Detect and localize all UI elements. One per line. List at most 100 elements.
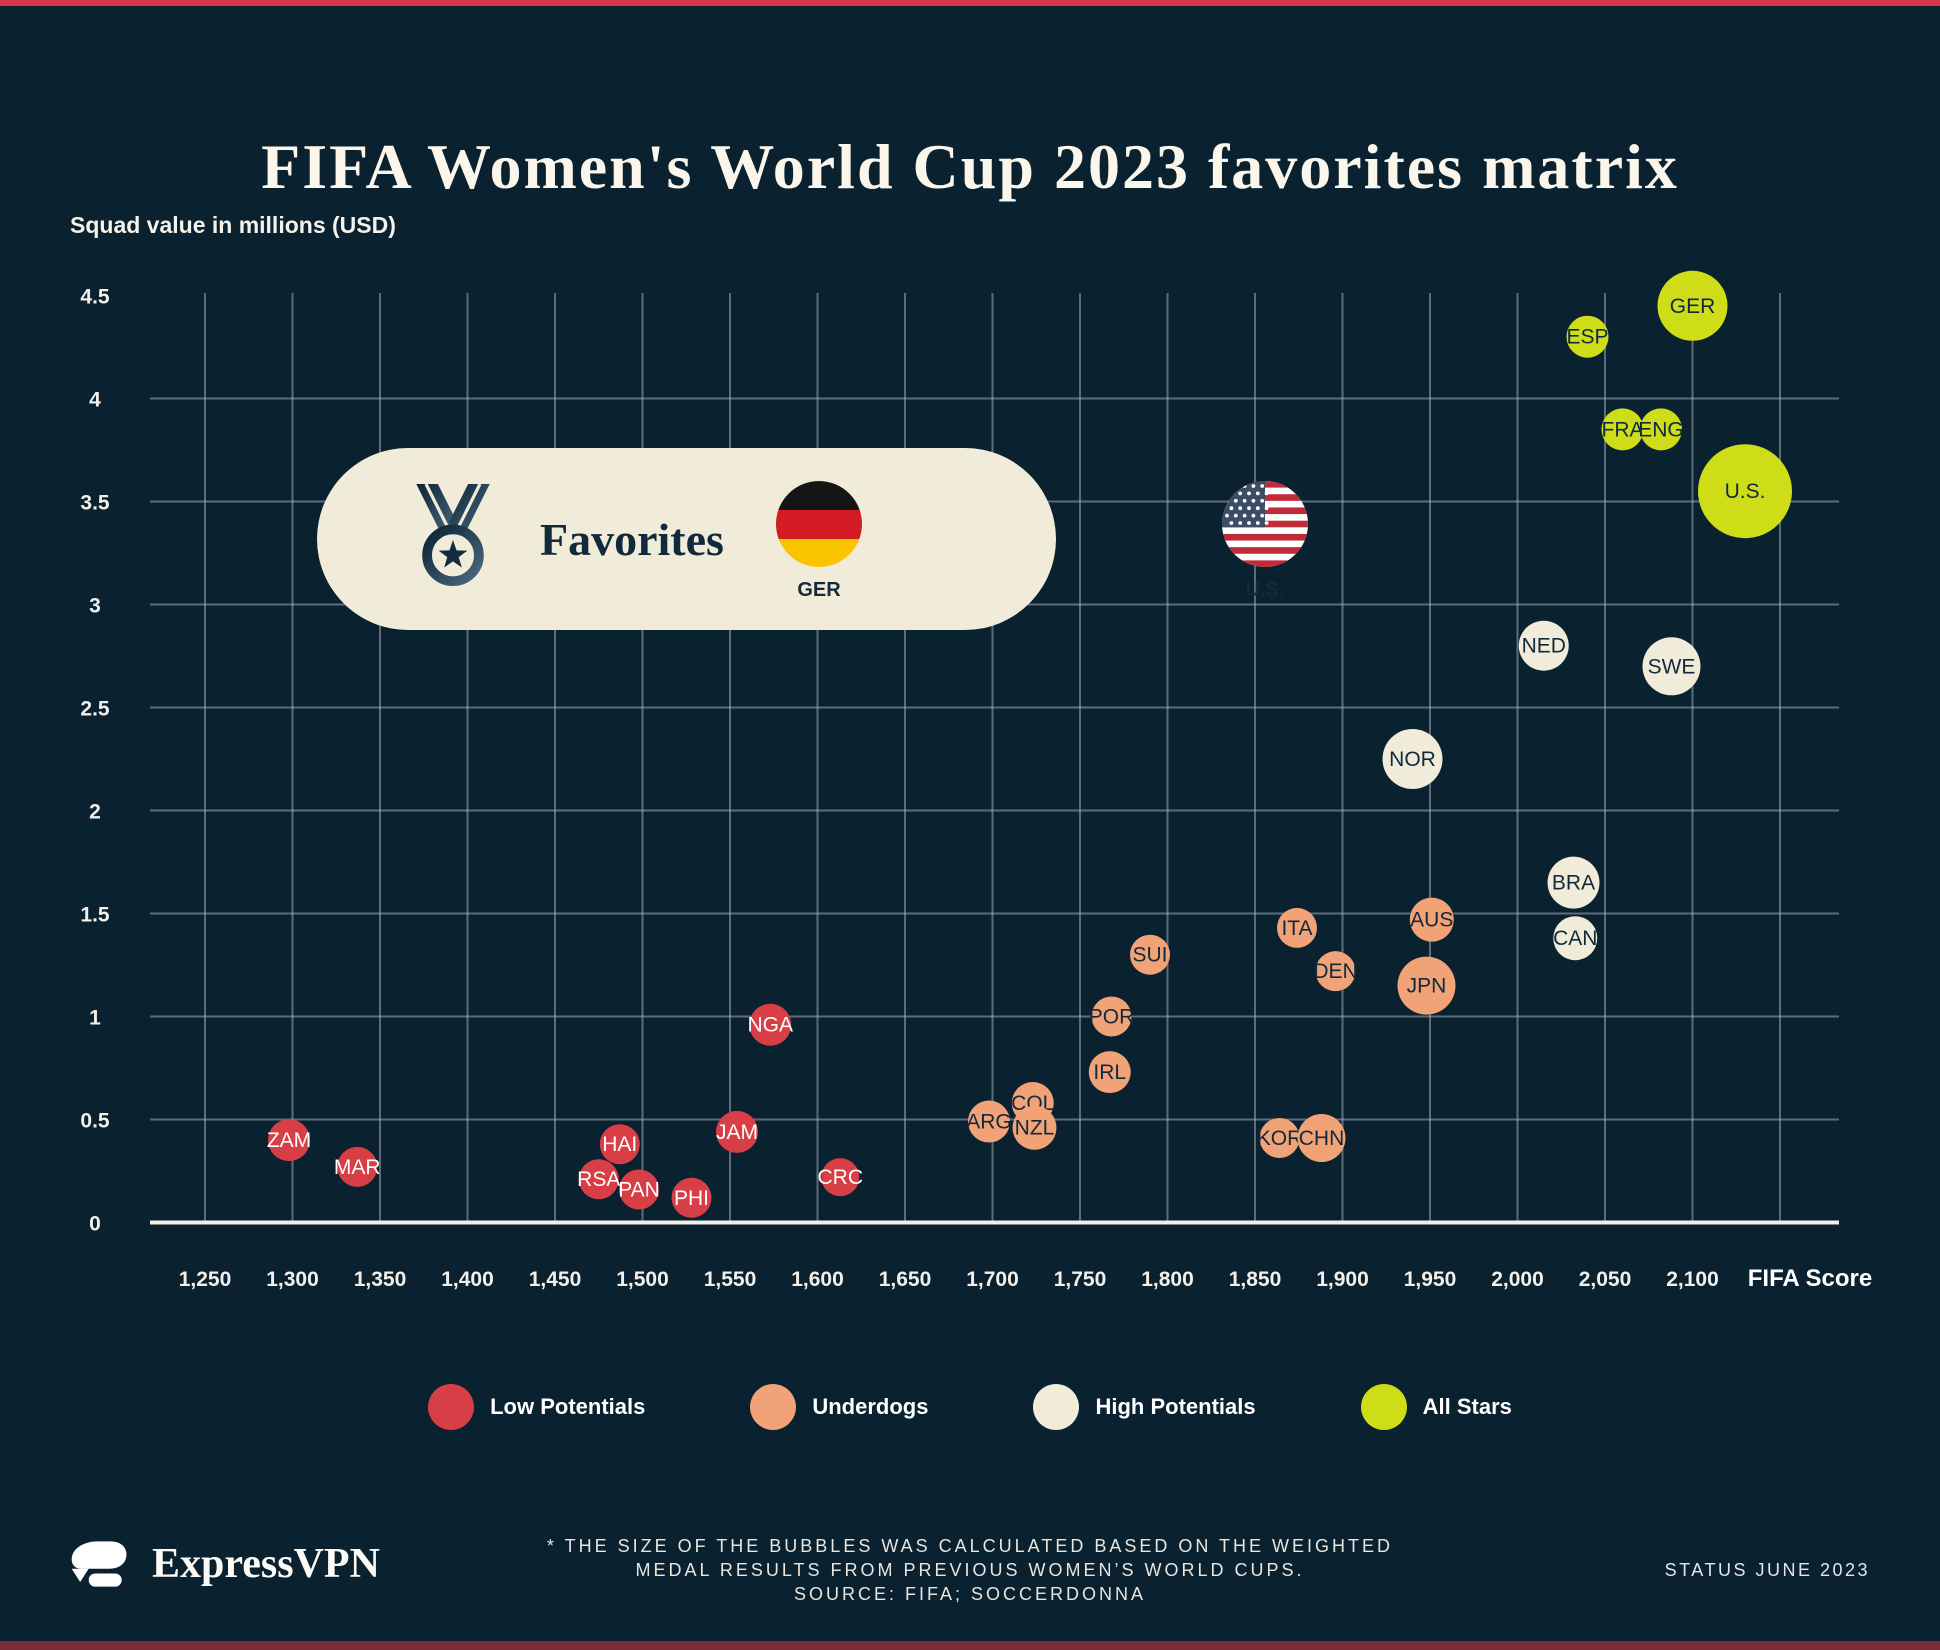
bubble-swe — [1642, 637, 1701, 696]
bubble-label-aus: AUS — [1410, 909, 1453, 932]
legend-label-all-stars: All Stars — [1422, 1394, 1512, 1419]
bubble-label-bra: BRA — [1552, 872, 1595, 895]
footnote: * THE SIZE OF THE BUBBLES WAS CALCULATED… — [546, 1536, 1394, 1604]
bubble-jpn — [1397, 956, 1456, 1015]
bubble-crc — [821, 1158, 860, 1197]
bubble-label-irl: IRL — [1093, 1061, 1126, 1084]
bubble-label-ned: NED — [1522, 635, 1566, 658]
bubble-label-can: CAN — [1553, 927, 1597, 950]
x-tick-label: 1,750 — [1054, 1268, 1107, 1291]
x-tick-label: 1,850 — [1229, 1268, 1282, 1291]
bubble-irl — [1088, 1051, 1131, 1094]
bubble-nor — [1382, 729, 1443, 789]
x-tick-label: 1,650 — [879, 1268, 932, 1291]
bubble-jam — [716, 1110, 758, 1153]
x-tick-label: 2,000 — [1491, 1268, 1544, 1291]
bubble-nga — [749, 1003, 792, 1046]
bubble-sui — [1130, 934, 1170, 975]
flag-code-us: U.S. — [1245, 579, 1285, 601]
legend-label-high-potentials: High Potentials — [1095, 1394, 1256, 1419]
brand-lockup: ExpressVPN — [66, 1528, 380, 1600]
bubble-eng — [1640, 408, 1682, 451]
page-title: FIFA Women's World Cup 2023 favorites ma… — [261, 130, 1679, 202]
bubble-pan — [619, 1169, 659, 1210]
legend-swatch-low-potentials — [428, 1384, 475, 1430]
x-tick-label: 1,350 — [354, 1268, 407, 1291]
top-accent-bar — [0, 0, 1940, 6]
bubble-por — [1091, 996, 1132, 1037]
bubble-label-esp: ESP — [1566, 326, 1608, 349]
bubble-mar — [337, 1146, 378, 1187]
y-tick-label: 2.5 — [80, 698, 110, 721]
x-tick-label: 1,300 — [266, 1268, 319, 1291]
legend-item-all-stars: All Stars — [1360, 1384, 1512, 1430]
bubble-label-arg: ARG — [966, 1111, 1012, 1134]
bubble-label-chn: CHN — [1299, 1127, 1345, 1150]
legend-label-underdogs: Underdogs — [812, 1394, 929, 1419]
x-tick-label: 1,900 — [1316, 1268, 1369, 1291]
y-tick-label: 2 — [89, 801, 101, 824]
x-tick-label: 1,550 — [704, 1268, 757, 1291]
bubble-label-us: U.S. — [1725, 480, 1766, 503]
x-axis-title: FIFA Score — [1748, 1265, 1872, 1292]
y-tick-label: 4.5 — [80, 286, 110, 309]
usa-flag-icon — [1222, 481, 1308, 567]
bubble-kor — [1259, 1118, 1300, 1159]
bubble-chn — [1297, 1114, 1346, 1163]
bubble-label-phi: PHI — [674, 1187, 709, 1210]
favorites-label: Favorites — [540, 513, 724, 565]
bubble-label-swe: SWE — [1648, 655, 1696, 678]
bubble-label-zam: ZAM — [267, 1129, 311, 1152]
legend-item-low-potentials: Low Potentials — [428, 1384, 645, 1430]
bubble-label-jpn: JPN — [1407, 975, 1447, 998]
bubble-label-eng: ENG — [1638, 418, 1684, 441]
medal-icon — [416, 484, 490, 587]
bubble-nzl — [1012, 1105, 1057, 1150]
bubble-can — [1553, 916, 1598, 961]
bubble-esp — [1566, 315, 1609, 358]
bubble-label-por: POR — [1089, 1006, 1135, 1029]
x-tick-label: 2,100 — [1666, 1268, 1719, 1291]
bottom-accent-bar — [0, 1641, 1940, 1650]
bubble-bra — [1547, 856, 1600, 909]
legend-swatch-underdogs — [750, 1384, 797, 1430]
legend-swatch-high-potentials — [1033, 1384, 1080, 1430]
bubble-label-nzl: NZL — [1015, 1117, 1055, 1140]
bubble-den — [1315, 951, 1356, 992]
bubble-label-crc: CRC — [818, 1166, 864, 1189]
y-tick-label: 3 — [89, 595, 101, 618]
bubble-label-den: DEN — [1313, 960, 1357, 983]
bubble-label-nga: NGA — [747, 1014, 793, 1037]
bubble-label-kor: KOR — [1257, 1127, 1303, 1150]
favorite-team-us: U.S. — [1221, 481, 1309, 602]
x-tick-label: 1,250 — [179, 1268, 232, 1291]
flag-code-ger: GER — [797, 579, 841, 601]
x-tick-label: 1,400 — [441, 1268, 494, 1291]
bubble-label-ger: GER — [1670, 295, 1716, 318]
bubble-label-pan: PAN — [618, 1179, 660, 1202]
bubble-label-ita: ITA — [1281, 917, 1312, 940]
bubble-us — [1698, 444, 1792, 539]
bubble-aus — [1409, 897, 1454, 942]
y-tick-label: 1.5 — [80, 904, 110, 927]
bubble-ger — [1657, 270, 1728, 341]
legend-label-low-potentials: Low Potentials — [490, 1394, 646, 1419]
x-tick-label: 1,500 — [616, 1268, 669, 1291]
bubble-rsa — [578, 1159, 619, 1200]
legend-item-underdogs: Underdogs — [750, 1384, 928, 1430]
legend-item-high-potentials: High Potentials — [1033, 1384, 1256, 1430]
x-tick-label: 1,450 — [529, 1268, 582, 1291]
y-tick-label: 4 — [89, 389, 101, 412]
bubble-phi — [671, 1177, 712, 1218]
bubble-ita — [1277, 907, 1317, 948]
bubble-label-fra: FRA — [1602, 418, 1644, 441]
x-tick-label: 1,800 — [1141, 1268, 1194, 1291]
germany-flag-icon — [776, 481, 862, 567]
bubble-fra — [1601, 408, 1644, 451]
bubble-label-jam: JAM — [716, 1121, 758, 1144]
bubble-arg — [968, 1100, 1010, 1143]
favorite-team-ger: GER — [775, 481, 863, 602]
y-tick-label: 1 — [89, 1007, 101, 1030]
